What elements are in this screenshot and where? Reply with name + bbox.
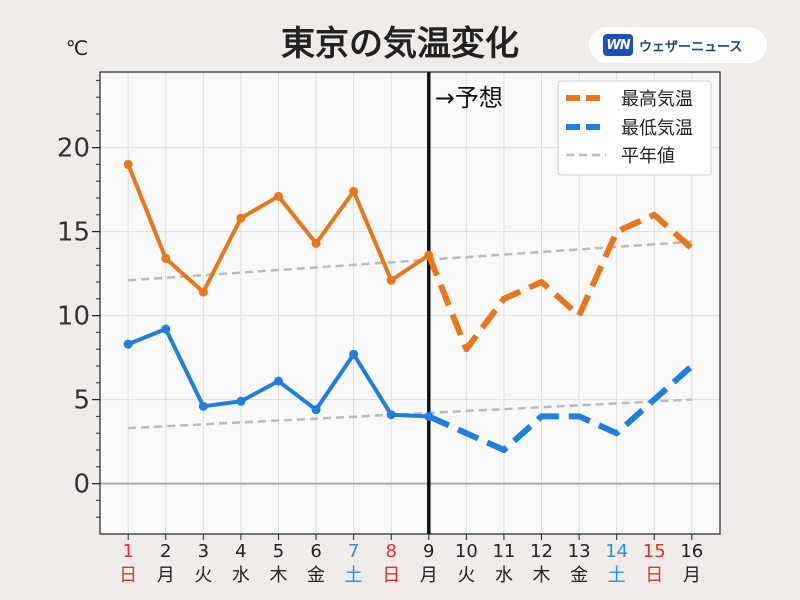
- min-temp-point: [161, 324, 171, 334]
- max-temp-point: [311, 238, 321, 248]
- chart-title: 東京の気温変化: [281, 24, 519, 64]
- weathernews-logo-icon: WN: [603, 34, 633, 56]
- x-tick-weekday: 水: [232, 565, 250, 586]
- legend-label: 最高気温: [621, 89, 693, 110]
- x-tick-weekday: 月: [683, 565, 701, 586]
- x-tick-weekday: 水: [495, 565, 513, 586]
- x-tick-weekday: 日: [382, 565, 400, 586]
- max-temp-point: [123, 159, 133, 169]
- max-temp-point: [424, 250, 434, 260]
- x-tick-day: 16: [680, 541, 703, 562]
- y-tick-label: 0: [73, 470, 90, 500]
- max-temp-point: [236, 213, 246, 223]
- y-tick-label: 15: [57, 218, 90, 248]
- x-tick-day: 8: [385, 541, 396, 562]
- min-temp-point: [273, 376, 283, 386]
- brand-name: ウェザーニュース: [639, 39, 743, 55]
- x-tick-day: 11: [492, 541, 515, 562]
- min-temp-point: [424, 411, 434, 421]
- legend-label: 最低気温: [621, 118, 693, 139]
- min-temp-point: [236, 396, 246, 406]
- x-tick-day: 6: [310, 541, 321, 562]
- max-temp-point: [273, 191, 283, 201]
- x-tick-weekday: 土: [608, 565, 626, 586]
- x-tick-day: 12: [530, 541, 553, 562]
- min-temp-forecast-line: [427, 363, 694, 453]
- x-tick-weekday: 日: [645, 565, 663, 586]
- x-tick-day: 15: [643, 541, 666, 562]
- max-temp-point: [386, 275, 396, 285]
- normal-line: [128, 398, 692, 430]
- min-temp-point: [349, 349, 359, 359]
- min-temp-point: [311, 405, 321, 415]
- x-tick-weekday: 日: [119, 565, 137, 586]
- min-temp-point: [123, 339, 133, 349]
- x-tick-day: 14: [605, 541, 628, 562]
- x-tick-weekday: 月: [157, 565, 175, 586]
- x-tick-day: 10: [455, 541, 478, 562]
- x-tick-day: 13: [568, 541, 591, 562]
- y-tick-label: 10: [57, 302, 90, 332]
- x-tick-day: 2: [160, 541, 171, 562]
- y-tick-label: 5: [73, 386, 90, 416]
- x-tick-weekday: 月: [420, 565, 438, 586]
- legend-box: [557, 80, 712, 176]
- x-tick-weekday: 金: [307, 565, 325, 586]
- x-tick-weekday: 土: [345, 565, 363, 586]
- weathernews-logo: WN ウェザーニュース: [589, 27, 767, 63]
- x-tick-day: 7: [348, 541, 359, 562]
- x-tick-weekday: 木: [269, 565, 287, 586]
- x-tick-day: 9: [423, 541, 434, 562]
- x-tick-weekday: 火: [194, 565, 212, 586]
- max-temp-point: [161, 253, 171, 263]
- y-axis-unit: ℃: [66, 36, 88, 60]
- x-tick-weekday: 木: [533, 565, 551, 586]
- x-tick-day: 5: [273, 541, 284, 562]
- plot-frame: [99, 71, 721, 535]
- normal-line: [128, 240, 692, 282]
- forecast-label: →予想: [435, 84, 503, 112]
- x-tick-weekday: 金: [570, 565, 588, 586]
- x-tick-day: 3: [198, 541, 209, 562]
- x-tick-day: 4: [235, 541, 246, 562]
- max-temp-point: [349, 186, 359, 196]
- max-temp-point: [198, 287, 208, 297]
- min-temp-point: [198, 401, 208, 411]
- x-tick-day: 1: [122, 541, 133, 562]
- x-tick-weekday: 火: [457, 565, 475, 586]
- y-tick-label: 20: [57, 134, 90, 164]
- min-temp-point: [386, 410, 396, 420]
- legend-label: 平年値: [621, 146, 675, 167]
- max-temp-forecast-line: [426, 211, 694, 353]
